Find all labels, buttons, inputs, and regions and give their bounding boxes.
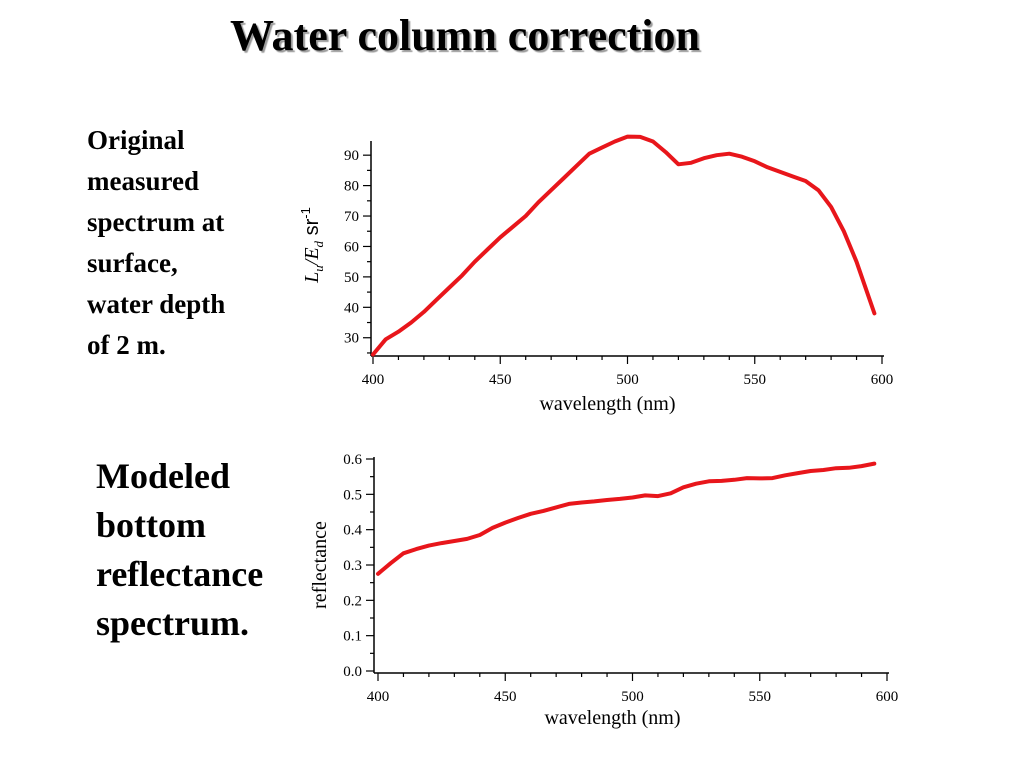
caption-original-spectrum: Original measured spectrum at surface, w… [87, 120, 287, 366]
caption-line: of 2 m. [87, 330, 166, 360]
x-tick-label: 600 [871, 372, 894, 388]
y-tick-label: 90 [344, 148, 359, 164]
caption-line: spectrum. [96, 603, 249, 643]
y-tick-label: 0.1 [343, 629, 362, 645]
series-line [371, 134, 877, 357]
y-tick-label: 30 [344, 331, 359, 347]
caption-line: surface, [87, 248, 178, 278]
y-tick-label: 80 [344, 179, 359, 195]
caption-line: measured [87, 166, 199, 196]
caption-line: reflectance [96, 554, 264, 594]
x-tick-label: 500 [621, 689, 644, 705]
y-tick-label: 0.4 [343, 523, 362, 539]
x-tick-label: 450 [494, 689, 517, 705]
series-line [376, 461, 877, 576]
caption-modeled-reflectance: Modeled bottom reflectance spectrum. [96, 452, 296, 648]
y-tick-label: 0.6 [343, 452, 362, 468]
x-tick-label: 550 [749, 689, 772, 705]
y-axis-title: Lu/Ed sr-1 [298, 207, 326, 284]
x-tick-label: 400 [362, 372, 385, 388]
x-tick-label: 550 [744, 372, 767, 388]
y-tick-label: 50 [344, 270, 359, 286]
y-tick-label: 40 [344, 300, 359, 316]
x-tick-label: 400 [367, 689, 390, 705]
caption-line: water depth [87, 289, 226, 319]
x-axis-title: wavelength (nm) [539, 393, 675, 415]
caption-line: Modeled [96, 456, 230, 496]
x-tick-label: 450 [489, 372, 512, 388]
y-tick-label: 60 [344, 239, 359, 255]
x-tick-label: 500 [616, 372, 639, 388]
y-tick-label: 70 [344, 209, 359, 225]
x-axis-title: wavelength (nm) [544, 707, 680, 729]
caption-line: Original [87, 125, 185, 155]
y-tick-label: 0.2 [343, 593, 362, 609]
y-tick-label: 0.0 [343, 664, 362, 680]
caption-line: bottom [96, 505, 206, 545]
y-tick-label: 0.3 [343, 558, 362, 574]
x-tick-label: 600 [876, 689, 899, 705]
caption-line: spectrum at [87, 207, 225, 237]
y-axis-title: reflectance [309, 521, 331, 609]
y-tick-label: 0.5 [343, 487, 362, 503]
slide-title: Water column correction [229, 11, 701, 60]
